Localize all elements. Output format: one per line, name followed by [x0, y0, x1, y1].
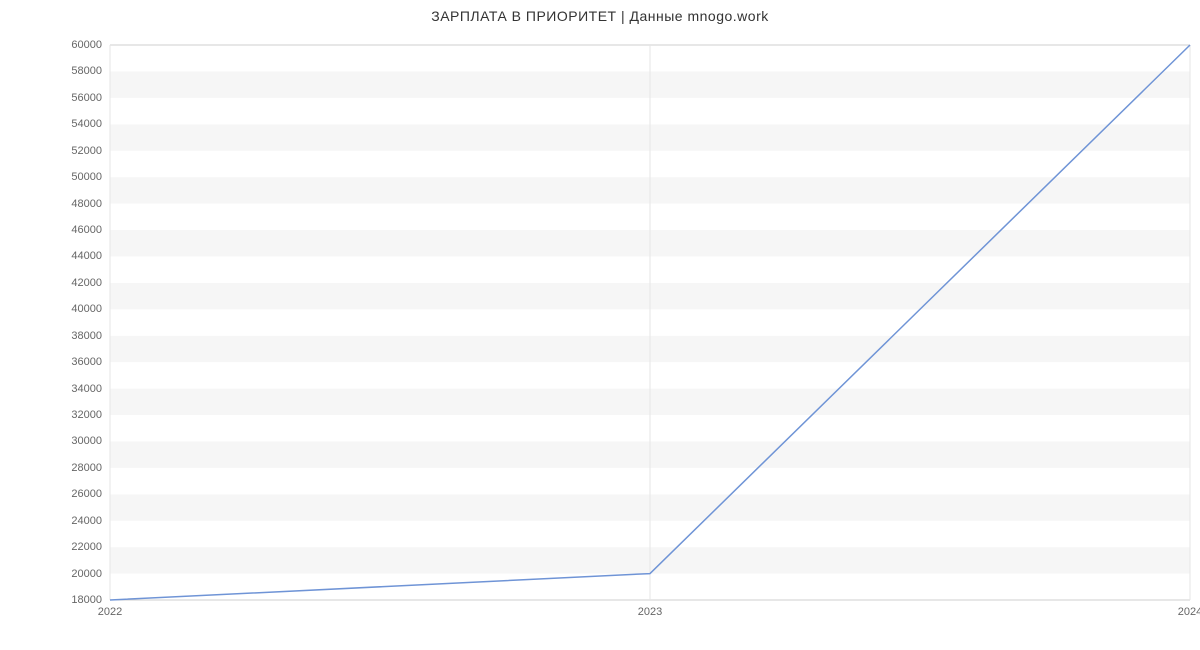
y-tick-label: 20000: [71, 568, 110, 580]
y-tick-label: 46000: [71, 224, 110, 236]
y-tick-label: 44000: [71, 250, 110, 262]
y-tick-label: 34000: [71, 383, 110, 395]
y-tick-label: 40000: [71, 303, 110, 315]
x-tick-label: 2024: [1178, 600, 1200, 618]
x-tick-label: 2022: [98, 600, 122, 618]
salary-chart: ЗАРПЛАТА В ПРИОРИТЕТ | Данные mnogo.work…: [0, 0, 1200, 650]
y-tick-label: 28000: [71, 462, 110, 474]
y-tick-label: 42000: [71, 277, 110, 289]
plot-svg: [110, 45, 1190, 600]
y-tick-label: 24000: [71, 515, 110, 527]
y-tick-label: 22000: [71, 541, 110, 553]
y-tick-label: 26000: [71, 488, 110, 500]
plot-area: 1800020000220002400026000280003000032000…: [110, 45, 1190, 600]
y-tick-label: 32000: [71, 409, 110, 421]
y-tick-label: 36000: [71, 356, 110, 368]
y-tick-label: 50000: [71, 171, 110, 183]
y-tick-label: 60000: [71, 39, 110, 51]
y-tick-label: 56000: [71, 92, 110, 104]
y-tick-label: 30000: [71, 435, 110, 447]
y-tick-label: 54000: [71, 118, 110, 130]
y-tick-label: 38000: [71, 330, 110, 342]
y-tick-label: 48000: [71, 198, 110, 210]
y-tick-label: 58000: [71, 65, 110, 77]
y-tick-label: 52000: [71, 145, 110, 157]
x-tick-label: 2023: [638, 600, 662, 618]
chart-title: ЗАРПЛАТА В ПРИОРИТЕТ | Данные mnogo.work: [0, 8, 1200, 24]
